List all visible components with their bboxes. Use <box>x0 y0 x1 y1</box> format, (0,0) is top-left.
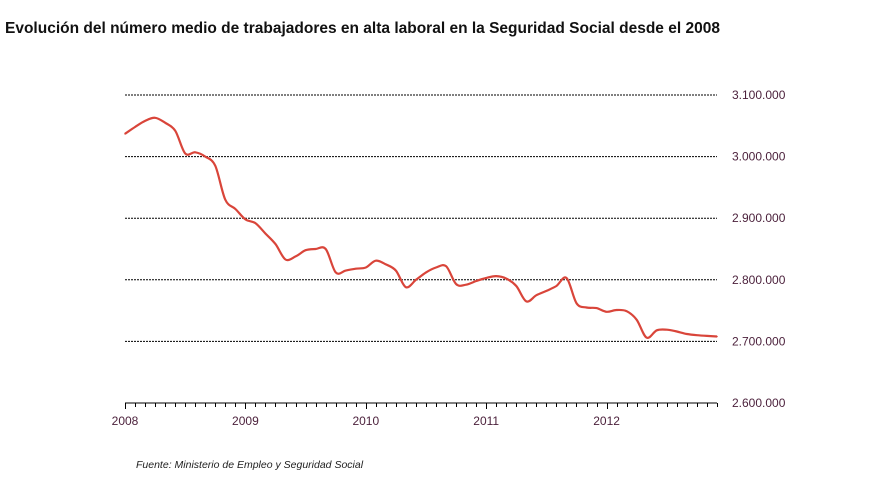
data-point <box>375 259 377 262</box>
source-note: Fuente: Ministerio de Empleo y Seguridad… <box>136 459 364 471</box>
chart-title: Evolución del número medio de trabajador… <box>5 20 720 37</box>
data-point <box>194 151 196 154</box>
data-point <box>214 165 217 167</box>
data-point <box>635 319 638 321</box>
x-tick-label: 2011 <box>473 414 499 428</box>
y-tick-label: 2.700.000 <box>732 334 786 348</box>
data-point <box>495 275 498 277</box>
data-point <box>585 306 588 309</box>
series-line <box>124 116 718 340</box>
y-tick-label: 2.900.000 <box>732 211 786 225</box>
gridlines <box>125 94 717 342</box>
data-point <box>505 277 508 280</box>
data-point <box>676 330 678 333</box>
data-point <box>435 266 437 269</box>
y-tick-label: 3.100.000 <box>732 88 786 102</box>
data-point <box>645 336 648 339</box>
data-point <box>314 248 317 250</box>
data-point <box>254 222 257 224</box>
x-axis <box>125 402 718 409</box>
data-point <box>344 269 347 272</box>
data-point <box>686 333 688 335</box>
data-point <box>154 117 156 119</box>
x-tick-label: 2008 <box>112 414 139 428</box>
data-point <box>355 267 357 270</box>
data-point <box>575 302 578 305</box>
y-tick-label: 2.800.000 <box>732 273 786 287</box>
y-tick-label: 3.000.000 <box>732 150 786 164</box>
data-point <box>204 155 207 158</box>
x-axis-labels: 2008 2009 2010 2011 2012 <box>112 414 621 428</box>
data-point <box>455 283 457 285</box>
data-point <box>475 280 478 282</box>
data-point <box>625 310 628 313</box>
data-point <box>535 294 538 297</box>
data-point <box>144 120 146 122</box>
data-point <box>595 307 598 309</box>
data-point <box>294 255 297 258</box>
data-point <box>304 249 307 251</box>
data-point <box>555 285 558 287</box>
data-point <box>174 129 176 132</box>
data-point <box>334 271 337 274</box>
data-point <box>395 269 397 272</box>
data-point <box>485 277 488 279</box>
series-group <box>124 116 718 340</box>
data-point <box>244 218 247 221</box>
y-axis-labels: 3.100.000 3.000.000 2.900.000 2.800.000 2.70… <box>732 88 786 410</box>
data-point <box>615 309 618 311</box>
data-point <box>656 329 658 332</box>
data-point <box>234 208 237 210</box>
data-point <box>545 290 548 292</box>
data-point <box>184 152 186 155</box>
data-point <box>274 243 277 245</box>
data-point <box>284 258 287 261</box>
data-point <box>666 328 668 331</box>
data-point <box>696 334 698 337</box>
data-point <box>415 279 417 281</box>
data-point <box>164 121 166 124</box>
data-point <box>605 311 608 313</box>
data-point <box>385 263 387 266</box>
data-point <box>525 300 528 303</box>
data-point <box>716 335 718 338</box>
data-point <box>134 126 136 128</box>
data-point <box>465 283 467 286</box>
data-point <box>365 266 367 269</box>
data-point <box>445 265 447 268</box>
data-point <box>224 198 227 201</box>
data-point <box>264 232 267 235</box>
data-point <box>405 286 407 289</box>
x-tick-label: 2010 <box>352 414 379 428</box>
data-point <box>515 285 518 287</box>
data-point <box>565 277 568 279</box>
data-point <box>706 335 708 337</box>
data-point <box>124 133 126 135</box>
data-point <box>324 248 327 250</box>
x-tick-label: 2012 <box>593 414 620 428</box>
data-point <box>425 271 427 274</box>
y-tick-label: 2.600.000 <box>732 396 786 410</box>
x-tick-label: 2009 <box>232 414 259 428</box>
